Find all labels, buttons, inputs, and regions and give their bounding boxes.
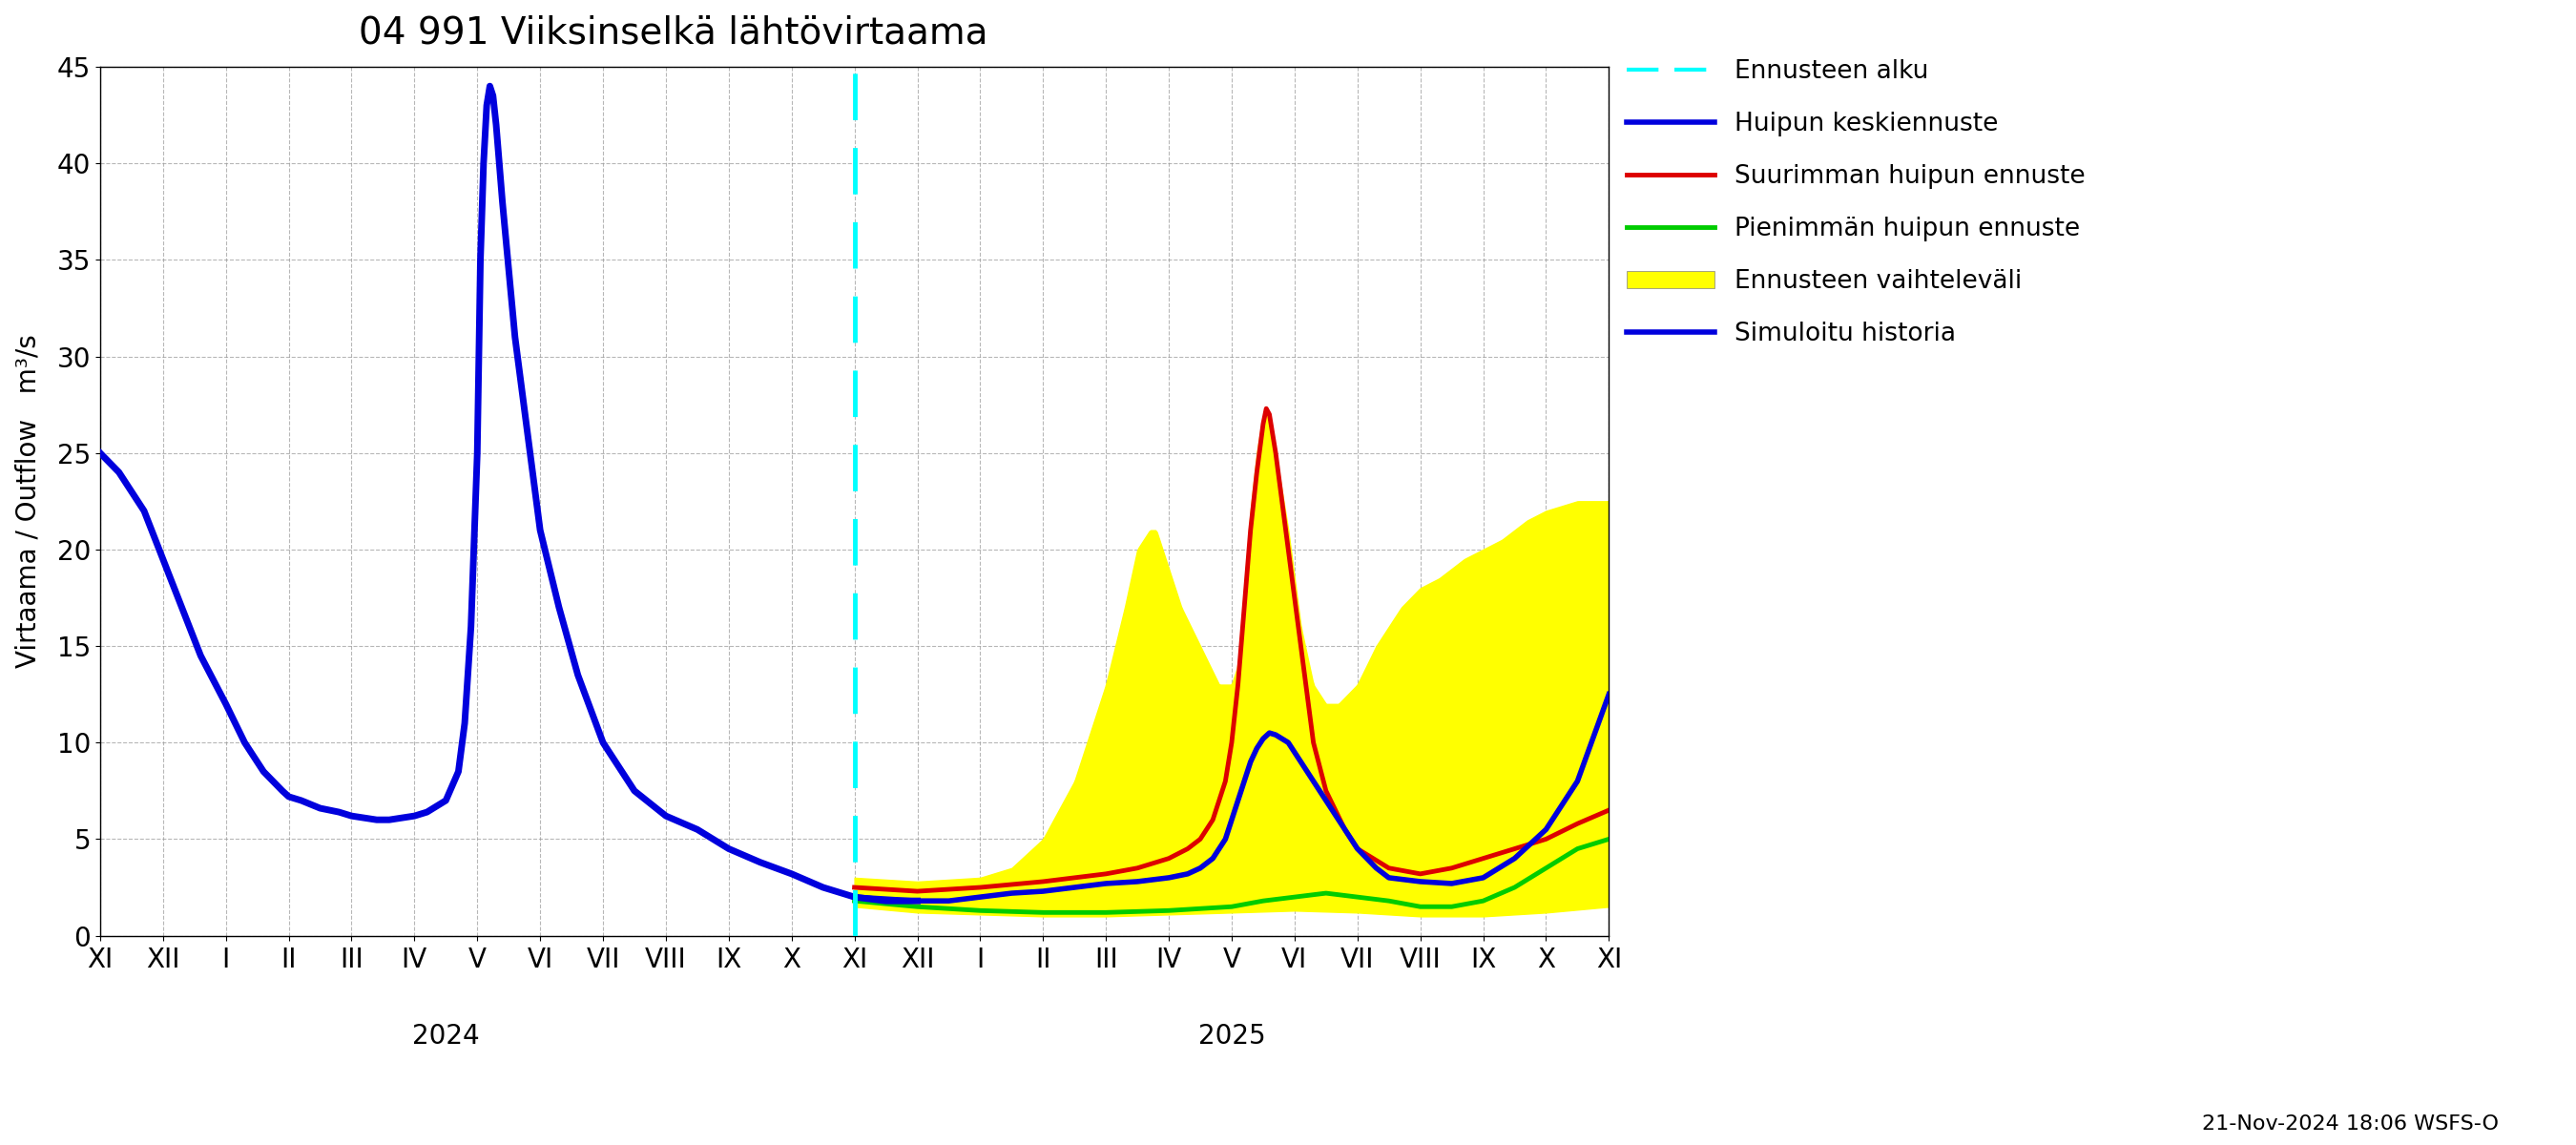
Text: 21-Nov-2024 18:06 WSFS-O: 21-Nov-2024 18:06 WSFS-O (2202, 1114, 2499, 1134)
Text: 2024: 2024 (412, 1022, 479, 1049)
Y-axis label: Virtaama / Outflow   m³/s: Virtaama / Outflow m³/s (15, 334, 41, 668)
Legend: Ennusteen alku, Huipun keskiennuste, Suurimman huipun ennuste, Pienimmän huipun : Ennusteen alku, Huipun keskiennuste, Suu… (1615, 49, 2094, 357)
Title: 04 991 Viiksinselkä lähtövirtaama: 04 991 Viiksinselkä lähtövirtaama (358, 14, 989, 50)
Text: 2025: 2025 (1198, 1022, 1265, 1049)
